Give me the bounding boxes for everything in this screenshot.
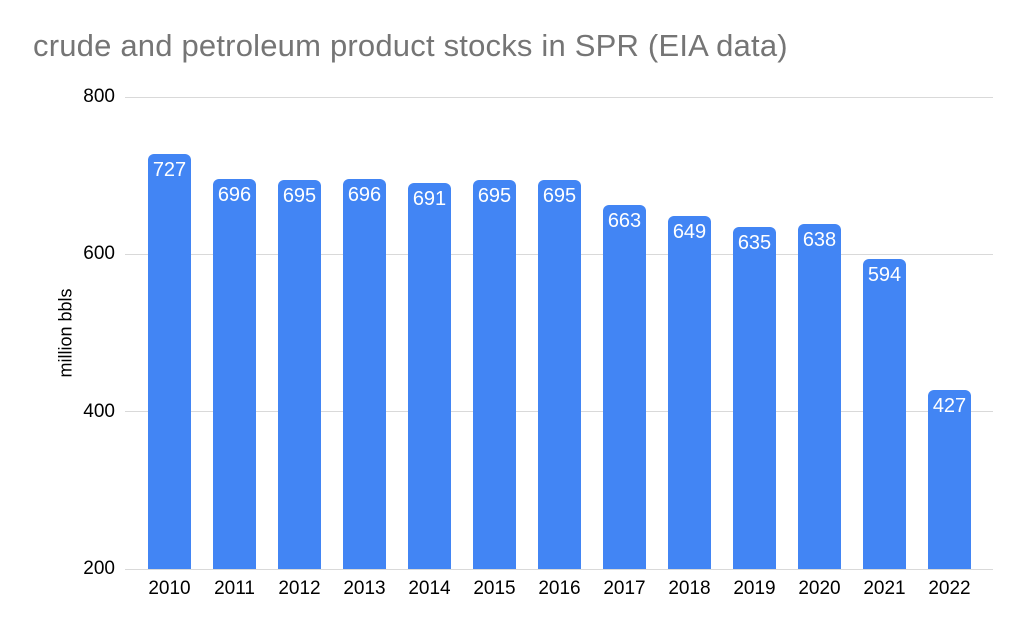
bar-value-label: 695 (477, 184, 512, 207)
bar-value-label: 691 (412, 187, 447, 210)
bar-2012: 695 (278, 179, 321, 569)
bar-value-label: 649 (672, 220, 707, 243)
x-tick-label: 2011 (214, 578, 255, 599)
y-tick-label: 400 (83, 400, 115, 422)
x-tick-label: 2018 (668, 578, 711, 599)
x-tick-label: 2016 (538, 578, 581, 599)
bar-2017: 663 (603, 204, 646, 569)
bar-2019: 635 (733, 226, 776, 569)
bar-2011: 696 (213, 178, 256, 569)
y-axis-title: million bbls (55, 288, 76, 378)
bar-2018: 649 (668, 215, 711, 569)
bar-2021: 594 (863, 259, 906, 569)
bar-value-label: 638 (802, 229, 837, 252)
bar-2014: 691 (408, 182, 451, 569)
x-tick-label: 2014 (408, 578, 451, 599)
y-tick-label: 200 (83, 558, 115, 579)
bar-2013: 696 (343, 178, 386, 569)
bar-2010: 727 (148, 154, 191, 569)
bar-2015: 695 (473, 179, 516, 569)
x-tick-label: 2022 (928, 578, 971, 599)
bar-value-label: 695 (282, 184, 317, 207)
bar-value-label: 594 (867, 264, 902, 287)
y-tick-label: 800 (83, 86, 115, 107)
chart-title: crude and petroleum product stocks in SP… (33, 28, 788, 63)
x-tick-label: 2021 (863, 578, 906, 599)
bar-2020: 638 (798, 224, 841, 569)
y-tick-label: 600 (83, 243, 115, 265)
x-tick-label: 2015 (473, 578, 516, 599)
bar-value-label: 635 (737, 231, 772, 254)
x-tick-label: 2019 (733, 578, 776, 599)
bar-2022: 427 (928, 390, 971, 569)
gridline (125, 96, 993, 98)
x-tick-label: 2017 (603, 578, 646, 599)
gridline (125, 568, 993, 570)
bar-2016: 695 (538, 179, 581, 569)
bar-value-label: 727 (152, 159, 187, 182)
bar-value-label: 695 (542, 184, 577, 207)
x-tick-label: 2020 (798, 578, 841, 599)
x-tick-label: 2010 (148, 578, 191, 599)
bar-value-label: 663 (607, 209, 642, 232)
x-tick-label: 2013 (343, 578, 386, 599)
bar-value-label: 696 (217, 183, 252, 206)
x-tick-label: 2012 (278, 578, 321, 599)
bar-value-label: 427 (932, 395, 967, 418)
bar-value-label: 696 (347, 183, 382, 206)
